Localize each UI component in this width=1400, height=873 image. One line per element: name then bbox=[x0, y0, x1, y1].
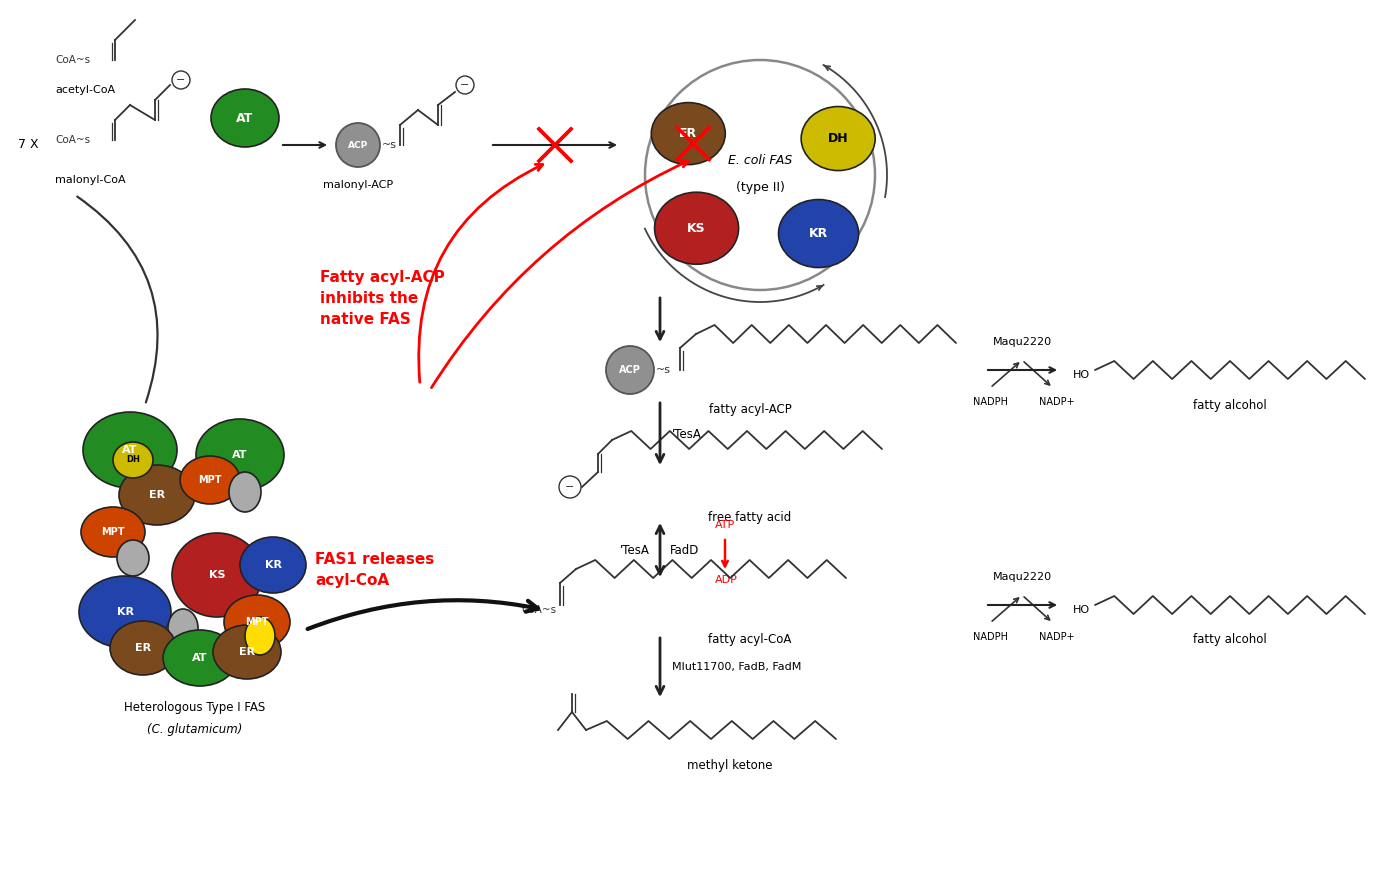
Text: methyl ketone: methyl ketone bbox=[687, 759, 773, 772]
Ellipse shape bbox=[211, 89, 279, 147]
Text: ER: ER bbox=[134, 643, 151, 653]
Text: CoA~s: CoA~s bbox=[55, 135, 90, 145]
Text: CoA~s: CoA~s bbox=[521, 605, 556, 615]
Text: ADP: ADP bbox=[715, 575, 738, 585]
Ellipse shape bbox=[162, 630, 237, 686]
Text: (type II): (type II) bbox=[735, 181, 784, 194]
Ellipse shape bbox=[168, 609, 197, 647]
Text: AT: AT bbox=[192, 653, 207, 663]
Text: ATP: ATP bbox=[715, 520, 735, 530]
Text: AT: AT bbox=[237, 112, 253, 125]
Text: KS: KS bbox=[687, 222, 706, 235]
Text: MPT: MPT bbox=[101, 527, 125, 537]
Text: E. coli FAS: E. coli FAS bbox=[728, 154, 792, 167]
Text: 'TesA: 'TesA bbox=[672, 428, 701, 441]
Text: Fatty acyl-ACP
inhibits the
native FAS: Fatty acyl-ACP inhibits the native FAS bbox=[321, 270, 445, 327]
Text: FadD: FadD bbox=[671, 544, 700, 556]
Ellipse shape bbox=[181, 456, 239, 504]
Text: (C. glutamicum): (C. glutamicum) bbox=[147, 724, 242, 737]
Text: NADP+: NADP+ bbox=[1039, 632, 1075, 642]
Ellipse shape bbox=[118, 540, 148, 576]
Ellipse shape bbox=[78, 576, 171, 648]
Text: fatty acyl-ACP: fatty acyl-ACP bbox=[708, 403, 791, 416]
Text: DH: DH bbox=[126, 456, 140, 464]
Text: DH: DH bbox=[827, 132, 848, 145]
Text: fatty alcohol: fatty alcohol bbox=[1193, 398, 1267, 411]
Text: ER: ER bbox=[679, 127, 697, 140]
Text: malonyl-ACP: malonyl-ACP bbox=[323, 180, 393, 190]
Text: 7 X: 7 X bbox=[18, 139, 39, 152]
Text: KR: KR bbox=[809, 227, 829, 240]
Text: FAS1 releases
acyl-CoA: FAS1 releases acyl-CoA bbox=[315, 552, 434, 588]
Text: −: − bbox=[566, 482, 574, 492]
Ellipse shape bbox=[778, 200, 858, 267]
Circle shape bbox=[336, 123, 379, 167]
Ellipse shape bbox=[83, 412, 176, 488]
Ellipse shape bbox=[224, 595, 290, 649]
Ellipse shape bbox=[651, 103, 725, 165]
Text: free fatty acid: free fatty acid bbox=[708, 511, 791, 524]
Ellipse shape bbox=[213, 625, 281, 679]
Text: KR: KR bbox=[116, 607, 133, 617]
Text: HO: HO bbox=[1072, 370, 1091, 380]
Text: 'TesA: 'TesA bbox=[620, 544, 650, 556]
Text: ER: ER bbox=[148, 490, 165, 500]
Text: ACP: ACP bbox=[619, 365, 641, 375]
Circle shape bbox=[172, 71, 190, 89]
Text: Maqu2220: Maqu2220 bbox=[993, 572, 1051, 582]
Text: ACP: ACP bbox=[347, 141, 368, 149]
Ellipse shape bbox=[196, 419, 284, 491]
Text: KS: KS bbox=[209, 570, 225, 580]
Ellipse shape bbox=[655, 192, 739, 265]
Circle shape bbox=[559, 476, 581, 498]
Text: Heterologous Type I FAS: Heterologous Type I FAS bbox=[125, 702, 266, 714]
Text: −: − bbox=[176, 75, 186, 85]
Text: fatty acyl-CoA: fatty acyl-CoA bbox=[708, 634, 791, 647]
Text: −: − bbox=[461, 80, 469, 90]
Text: NADP+: NADP+ bbox=[1039, 397, 1075, 407]
Text: NADPH: NADPH bbox=[973, 632, 1008, 642]
Circle shape bbox=[606, 346, 654, 394]
Text: ~s: ~s bbox=[657, 365, 671, 375]
Text: AT: AT bbox=[232, 450, 248, 460]
Text: CoA~s: CoA~s bbox=[55, 55, 90, 65]
Ellipse shape bbox=[230, 472, 260, 512]
Circle shape bbox=[456, 76, 475, 94]
Text: KR: KR bbox=[265, 560, 281, 570]
Text: NADPH: NADPH bbox=[973, 397, 1008, 407]
Ellipse shape bbox=[801, 107, 875, 170]
Ellipse shape bbox=[119, 465, 195, 525]
Text: MPT: MPT bbox=[245, 617, 269, 627]
Ellipse shape bbox=[172, 533, 262, 617]
Text: MPT: MPT bbox=[199, 475, 221, 485]
Ellipse shape bbox=[111, 621, 176, 675]
Text: HO: HO bbox=[1072, 605, 1091, 615]
Ellipse shape bbox=[113, 442, 153, 478]
Text: fatty alcohol: fatty alcohol bbox=[1193, 634, 1267, 647]
Text: malonyl-CoA: malonyl-CoA bbox=[55, 175, 126, 185]
Circle shape bbox=[645, 60, 875, 290]
Text: AT: AT bbox=[122, 445, 137, 455]
Text: ER: ER bbox=[239, 647, 255, 657]
Text: acetyl-CoA: acetyl-CoA bbox=[55, 85, 115, 95]
Text: ~s: ~s bbox=[382, 140, 398, 150]
Ellipse shape bbox=[245, 617, 274, 655]
Text: Maqu2220: Maqu2220 bbox=[993, 337, 1051, 347]
Text: Mlut11700, FadB, FadM: Mlut11700, FadB, FadM bbox=[672, 662, 801, 672]
Ellipse shape bbox=[81, 507, 146, 557]
Ellipse shape bbox=[239, 537, 307, 593]
